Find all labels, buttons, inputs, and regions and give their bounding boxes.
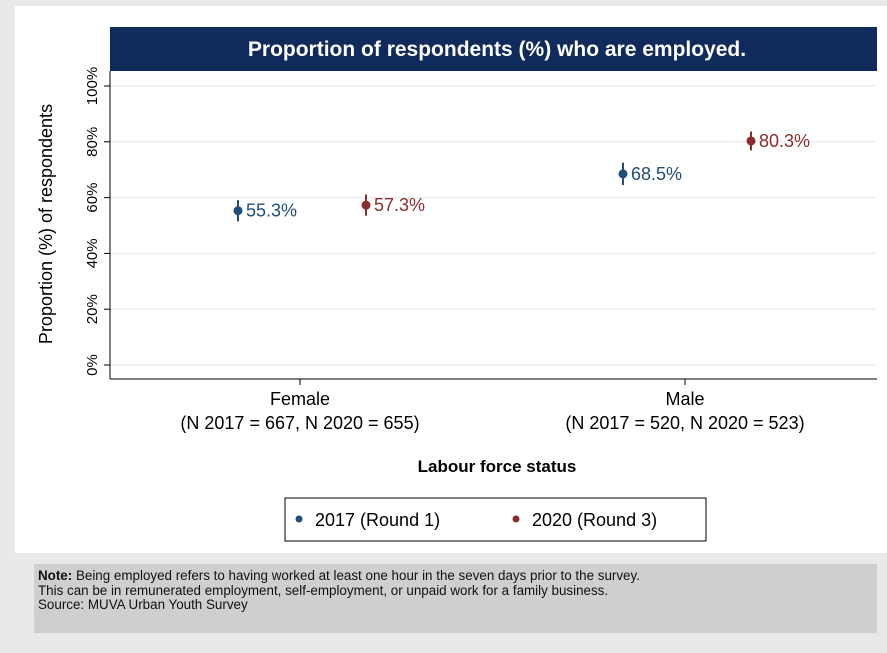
data-point bbox=[233, 206, 243, 216]
chart-title: Proportion of respondents (%) who are em… bbox=[248, 38, 746, 61]
chart-panel bbox=[15, 6, 887, 553]
legend-label-2020: 2020 (Round 3) bbox=[532, 510, 657, 530]
legend-marker-2017 bbox=[295, 515, 303, 523]
data-label: 80.3% bbox=[759, 131, 810, 151]
x-tick-label: Male bbox=[665, 389, 704, 409]
data-point bbox=[361, 200, 371, 210]
x-tick-labels: Female (N 2017 = 667, N 2020 = 655) Male (N… bbox=[180, 379, 805, 433]
gridlines bbox=[110, 85, 877, 366]
axes: 0% 20% 40% 60% 80% 100% bbox=[84, 67, 877, 380]
y-tick-label: 20% bbox=[84, 294, 101, 324]
note-box: Note: Being employed refers to having wo… bbox=[34, 564, 877, 633]
y-axis-label: Proportion (%) of respondents bbox=[36, 104, 56, 344]
data-label: 57.3% bbox=[374, 195, 425, 215]
legend-box bbox=[284, 497, 707, 542]
y-tick-label: 40% bbox=[84, 238, 101, 268]
y-tick-label: 60% bbox=[84, 183, 101, 213]
data-label: 68.5% bbox=[631, 164, 682, 184]
title-bar bbox=[110, 27, 877, 71]
data-point bbox=[746, 136, 756, 146]
legend: 2017 (Round 1) 2020 (Round 3) bbox=[284, 497, 707, 542]
data-point bbox=[618, 169, 628, 179]
x-tick-label: Female bbox=[270, 389, 330, 409]
note-source: Source: MUVA Urban Youth Survey bbox=[38, 597, 248, 612]
note-label: Note: bbox=[38, 568, 73, 583]
data-marks: 55.3% 68.5% 57.3% 80.3% bbox=[233, 131, 810, 222]
legend-label-2017: 2017 (Round 1) bbox=[315, 510, 440, 530]
x-tick-sublabel: (N 2017 = 520, N 2020 = 523) bbox=[565, 413, 804, 433]
data-label: 55.3% bbox=[246, 201, 297, 221]
note-line-1: Note: Being employed refers to having wo… bbox=[38, 568, 873, 584]
legend-marker-2020 bbox=[512, 515, 520, 523]
note-line-2: This can be in remunerated employment, s… bbox=[38, 582, 609, 598]
y-tick-label: 80% bbox=[84, 127, 101, 157]
y-tick-label: 0% bbox=[84, 354, 101, 376]
x-axis-label: Labour force status bbox=[418, 457, 577, 476]
note-text: Being employed refers to having worked a… bbox=[75, 568, 640, 583]
x-tick-sublabel: (N 2017 = 667, N 2020 = 655) bbox=[180, 413, 419, 433]
y-tick-label: 100% bbox=[84, 67, 101, 105]
